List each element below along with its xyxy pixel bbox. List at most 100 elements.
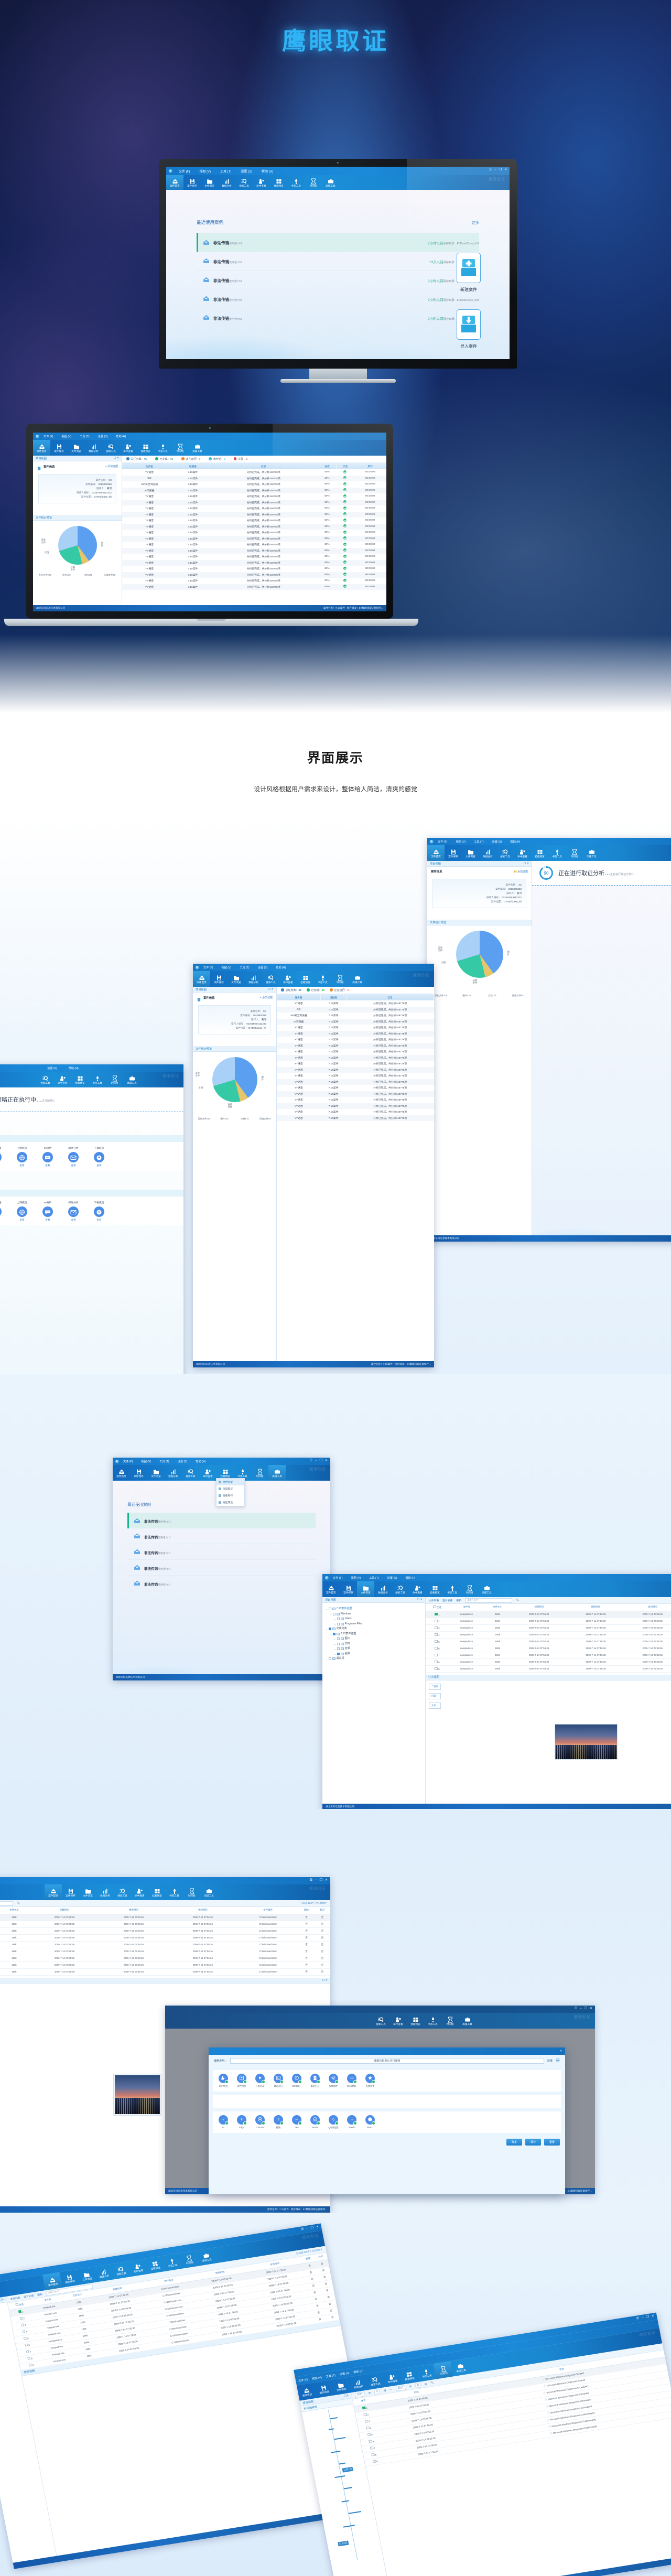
menu-view[interactable]: 视图 (V)	[199, 170, 211, 174]
minimize-icon[interactable]: −	[641, 2316, 644, 2320]
tree-node-2[interactable]: ⚊ Users	[326, 1616, 422, 1622]
policy-item[interactable]: WINDO...	[289, 2074, 304, 2088]
advanced-menu-item-1[interactable]: 深度取证	[217, 1485, 244, 1492]
toolbar-item-9[interactable]: 高级工具	[583, 845, 600, 861]
evidence-view-link[interactable]: 查看	[19, 1219, 25, 1221]
tree-checkbox[interactable]	[337, 1647, 340, 1651]
policy-item[interactable]: 硬件信息	[234, 2074, 249, 2088]
toolbar-item-3[interactable]: 数据分析	[245, 971, 262, 987]
menu-view[interactable]: 视图 (V)	[221, 966, 232, 969]
col-info[interactable]: 信息	[209, 463, 319, 469]
policy-item[interactable]: E Edge	[234, 2115, 249, 2129]
advanced-tools-dropdown[interactable]: 文档恢复 深度取证 镜像制作 分区恢复	[216, 1478, 245, 1506]
col-evidence[interactable]: 证据名	[177, 463, 210, 469]
cell-select[interactable]: 8	[426, 1658, 449, 1666]
add-evidence-button[interactable]: 📂添加证据	[514, 870, 528, 874]
table-row[interactable]: YY语音 7.15案件 分析已完成，共分析448778项 60% 00:00:02	[122, 572, 386, 578]
search-input[interactable]: 请输入条件	[0, 1901, 14, 1906]
toolbar-item-7[interactable]: 书签工具	[443, 1581, 461, 1597]
tree-node-1[interactable]: ⚊ Windows	[326, 1612, 422, 1617]
toolbar-item-6[interactable]: 挂载预览	[71, 1072, 89, 1087]
table-row[interactable]: YY语音 7.15案件 分析已完成，共分析448778项 60% 00:00:02	[122, 493, 386, 500]
tree-node-4[interactable]: ⚊ 文件分类	[326, 1626, 422, 1632]
toolbar-item-hitview[interactable]: 命中查看	[120, 440, 137, 456]
toolbar-item-1[interactable]: 案件保存	[130, 1465, 147, 1481]
menu-tools[interactable]: 工具 (T)	[220, 170, 232, 174]
table-row[interactable]: YY语音 7.15案件 分析已完成，共分析448778项	[277, 1030, 434, 1037]
tree-checkbox[interactable]	[332, 1632, 336, 1635]
evidence-item[interactable]: 下载痕迹 查看	[90, 1201, 109, 1222]
menu-file[interactable]: 文件 (F)	[298, 2378, 309, 2383]
table-row[interactable]: YY语音 7.15案件 分析已完成，共分析448778项 60% 00:00:02	[122, 578, 386, 584]
cell-select[interactable]: 5	[426, 1638, 449, 1645]
panel-close-icon[interactable]: ☐ ✕	[113, 457, 119, 460]
menu-hamburger-icon[interactable]: ☰	[309, 1879, 313, 1882]
policy-item[interactable]: 系统补丁	[363, 2074, 377, 2088]
confirm-button[interactable]: 确定	[506, 2139, 522, 2146]
tree-node-3[interactable]: ⚊ Programe Files	[326, 1622, 422, 1627]
save-button[interactable]: 保存	[525, 2139, 541, 2146]
table-row[interactable]: YY语音 7.15案件 分析已完成，共分析448778项	[277, 1109, 434, 1115]
cell-select[interactable]: 9	[426, 1665, 449, 1673]
toolbar-item-home[interactable]: 案件首页	[33, 440, 50, 456]
table-row[interactable]: YY语音 7.15案件 分析已完成，共分析448778项 60% 00:00:02	[122, 523, 386, 530]
menu-help[interactable]: 帮助 (H)	[68, 1066, 79, 1070]
table-row[interactable]: YY语音 7.15案件 分析已完成，共分析448778项	[277, 1103, 434, 1109]
toolbar-item-7[interactable]: 书签工具	[424, 2013, 441, 2029]
toolbar-item-3[interactable]: 数据分析	[94, 2264, 114, 2282]
menu-help[interactable]: 帮助 (H)	[276, 966, 286, 969]
toolbar-item-9[interactable]: 高级工具	[196, 2248, 216, 2266]
table-row[interactable]: YY语音 7.15案件 分析已完成，共分析448778项 60% 00:00:02	[122, 559, 386, 566]
evidence-item[interactable]: USB设备查看	[0, 1201, 6, 1222]
menu-tools[interactable]: 工具 (T)	[240, 966, 250, 969]
table-row[interactable]: YY语音 7.15案件 分析已完成，共分析448778项	[277, 1097, 434, 1103]
toolbar-item-mount[interactable]: 挂载预览	[137, 440, 154, 456]
toolbar-item-7[interactable]: 书签工具	[234, 1465, 251, 1481]
policy-item[interactable]: MAC MAC地址	[344, 2074, 359, 2088]
toolbar-item-5[interactable]: 命中查看	[409, 1581, 426, 1597]
toolbar-item-0[interactable]: 案件首页	[427, 845, 445, 861]
maximize-icon[interactable]: ❐	[310, 2226, 314, 2230]
window-controls[interactable]: ☰ − ❐ ✕	[575, 2007, 592, 2011]
cell-select[interactable]: 1	[426, 1611, 449, 1618]
col-filesize[interactable]: 文件大小	[484, 1604, 511, 1611]
toolbar-item-7[interactable]: 书签工具	[162, 2253, 182, 2271]
tree-node-0[interactable]: ⚊ 7.15案件证据	[326, 1607, 422, 1612]
table-row[interactable]: YY语音 7.15案件 分析已完成，共分析448778项 60% 00:00:02	[122, 584, 386, 590]
policy-item[interactable]: 360SE	[308, 2115, 322, 2129]
toolbar-item-3[interactable]: 数据分析	[96, 1884, 114, 1900]
toolbar-item-timeline[interactable]: 时间线	[305, 175, 322, 190]
toolbar-item-save[interactable]: 案件保存	[50, 440, 68, 456]
menu-settings[interactable]: 设置 (S)	[492, 840, 502, 844]
col-accessed[interactable]: 访问时间	[624, 1604, 671, 1611]
table-row[interactable]: YY语音 7.15案件 分析已完成，共分析448778项 60% 00:00:02	[122, 547, 386, 554]
toolbar-item-6[interactable]: 挂载预览	[399, 2366, 419, 2385]
evidence-item[interactable]: IM分析 查看	[38, 1201, 57, 1222]
toolbar-item-analysis[interactable]: 数据分析	[218, 175, 235, 190]
col-accessed[interactable]: 访问时间	[168, 1907, 237, 1914]
toolbar-item-5[interactable]: 命中查看	[514, 845, 531, 861]
menu-help[interactable]: 帮助 (H)	[196, 1460, 206, 1463]
window-controls[interactable]: ☰ − ❐ ✕	[489, 168, 507, 172]
table-row[interactable]: 360安全浏览器 7.15案件 分析已完成，共分析448778项	[277, 1012, 434, 1019]
case-list-item[interactable]: 非法传销使用者:hh1 13天以前保存目录：E:\Data\Case_hh1	[197, 252, 479, 271]
close-icon[interactable]: ✕	[589, 2007, 592, 2010]
close-icon[interactable]: ✕	[324, 1459, 328, 1462]
evidence-section-header[interactable]: 7.15案件证据	[0, 1190, 183, 1197]
toolbar-item-9[interactable]: 高级工具	[349, 971, 366, 987]
toolbar-item-analysis[interactable]: 数据分析	[85, 440, 102, 456]
menu-file[interactable]: 文件 (F)	[44, 435, 53, 438]
policy-item[interactable]: 最近运行	[271, 2074, 286, 2088]
col-evidence[interactable]: 证据名	[320, 994, 347, 1000]
policy-item[interactable]: 安装软件	[326, 2074, 341, 2088]
col-progress[interactable]: 进度	[318, 463, 337, 469]
advanced-menu-item-3[interactable]: 分区恢复	[217, 1499, 244, 1506]
tree-node-10[interactable]: ⚊ 丢失项	[326, 1656, 422, 1662]
cell-select[interactable]: 6	[426, 1645, 449, 1652]
table-row[interactable]: YY语音 7.15案件 分析已完成，共分析448778项 60% 00:00:02	[122, 518, 386, 524]
